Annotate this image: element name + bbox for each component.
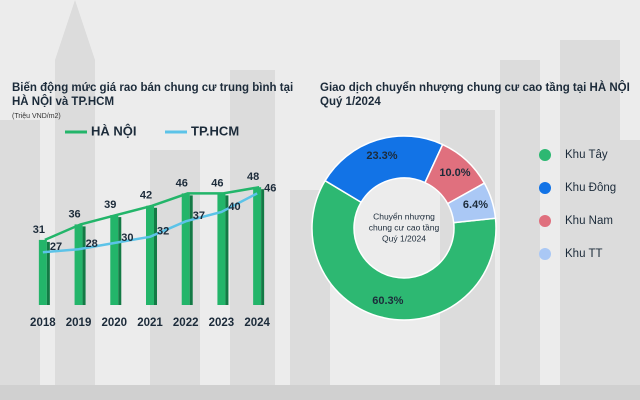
legend-marker [539,149,551,161]
chart-title: Giao dịch chuyển nhượng chung cư cao tần… [320,81,630,94]
data-label: 31 [33,224,45,236]
data-label: 46 [264,182,276,194]
legend-marker [539,182,551,194]
x-tick-label: 2018 [30,317,56,329]
bar-side [118,217,122,305]
bar-top-line [44,185,260,242]
bar-side [82,226,86,305]
line [42,192,258,254]
chart-title: Biến động mức giá rao bán chung cư trung… [12,82,293,94]
bar-side [46,241,50,305]
center-label: Quý 1/2024 [382,233,426,243]
bar-side [189,195,193,305]
data-label: 40 [228,201,240,213]
center-label: chung cư cao tầng [369,222,440,232]
bar [74,224,83,305]
bar-side [225,195,229,305]
bar [181,193,190,305]
data-label: 37 [193,210,205,222]
data-label: 36 [68,208,80,220]
bar-side [154,207,157,305]
bar-side [261,189,265,305]
bar [38,239,47,305]
data-label: 39 [104,199,116,211]
x-tick-label: 2020 [101,317,127,329]
bar [146,205,154,305]
chart-title: HÀ NỘI và TP.HCM [12,95,114,108]
data-label: 46 [176,177,188,189]
x-tick-label: 2021 [137,317,163,329]
data-label: 23.3% [366,150,397,162]
x-tick-label: 2019 [66,317,92,329]
legend-label: Khu Đông [565,182,616,194]
bar [253,187,262,305]
ground [0,385,640,400]
x-tick-label: 2022 [173,317,199,329]
legend-label: Khu Nam [565,215,613,227]
legend-label: Khu Tây [565,149,608,161]
bar [217,193,226,305]
chart-subtitle: (Triệu VND/m2) [12,113,61,120]
x-tick-label: 2024 [244,317,270,329]
data-label: 46 [211,177,223,189]
donut-slice [446,182,497,224]
legend-label: TP.HCM [191,123,239,138]
data-label: 30 [121,232,133,244]
legend-marker [539,215,551,227]
data-label: 28 [86,238,98,250]
data-label: 6.4% [463,199,488,211]
data-label: 60.3% [372,295,403,307]
data-label: 10.0% [439,167,470,179]
legend-label: Khu TT [565,248,603,260]
center-label: Chuyển nhượng [373,211,435,221]
data-label: 48 [247,171,259,183]
data-label: 32 [157,226,169,238]
legend-marker [539,248,551,260]
bar [110,215,119,305]
donut-slice [311,179,497,321]
legend-label: HÀ NỘI [91,123,137,138]
data-label: 27 [50,241,62,253]
x-tick-label: 2023 [209,317,235,329]
chart-title: Quý 1/2024 [320,96,381,108]
data-label: 42 [140,190,152,202]
